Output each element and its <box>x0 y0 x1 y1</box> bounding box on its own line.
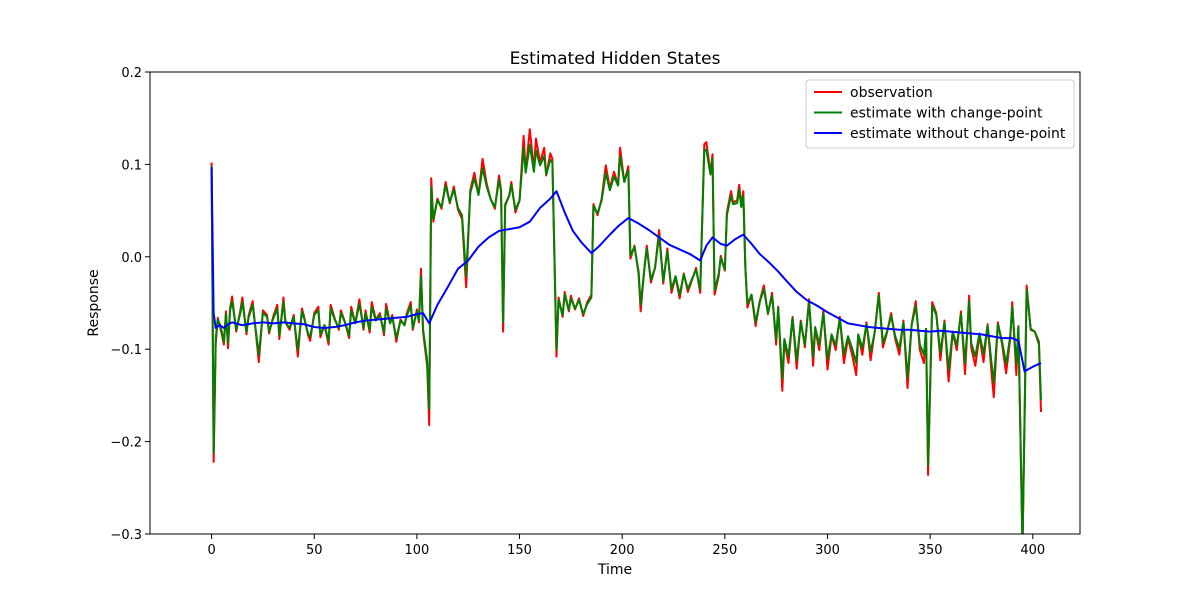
x-tick-label: 300 <box>815 543 840 558</box>
legend-box <box>805 79 1075 149</box>
x-tick-label: 0 <box>207 543 215 558</box>
y-tick-label: 0.1 <box>121 158 142 173</box>
x-tick-label: 150 <box>507 543 532 558</box>
chart-title: Estimated Hidden States <box>510 49 721 69</box>
plot-frame <box>149 71 1081 535</box>
x-axis-label: Time <box>597 562 632 578</box>
y-tick-label: −0.2 <box>110 436 142 451</box>
x-tick-label: 350 <box>918 543 943 558</box>
x-axis-ticks: 0 50 100 150 200 250 300 350 400 <box>207 534 1045 558</box>
series-line-3 <box>210 167 1042 373</box>
legend-label: estimate with change-point <box>850 106 1043 122</box>
y-tick-label: −0.3 <box>110 528 142 543</box>
x-tick-label: 200 <box>610 543 635 558</box>
series-layer <box>210 128 1042 534</box>
y-tick-label: −0.1 <box>110 343 142 358</box>
series-line-2 <box>210 144 1042 534</box>
y-tick-label: 0.0 <box>121 251 142 266</box>
y-tick-label: 0.2 <box>121 66 142 81</box>
x-tick-label: 50 <box>306 543 323 558</box>
y-axis-label: Response <box>86 269 102 336</box>
y-axis-ticks: −0.3 −0.2 −0.1 0.0 0.1 0.2 <box>110 66 150 543</box>
legend: observation estimate with change-point est… <box>805 79 1075 149</box>
x-tick-label: 250 <box>712 543 737 558</box>
x-tick-label: 100 <box>404 543 429 558</box>
legend-label: observation <box>850 85 933 101</box>
x-tick-label: 400 <box>1020 543 1045 558</box>
legend-label: estimate without change-point <box>850 126 1066 142</box>
